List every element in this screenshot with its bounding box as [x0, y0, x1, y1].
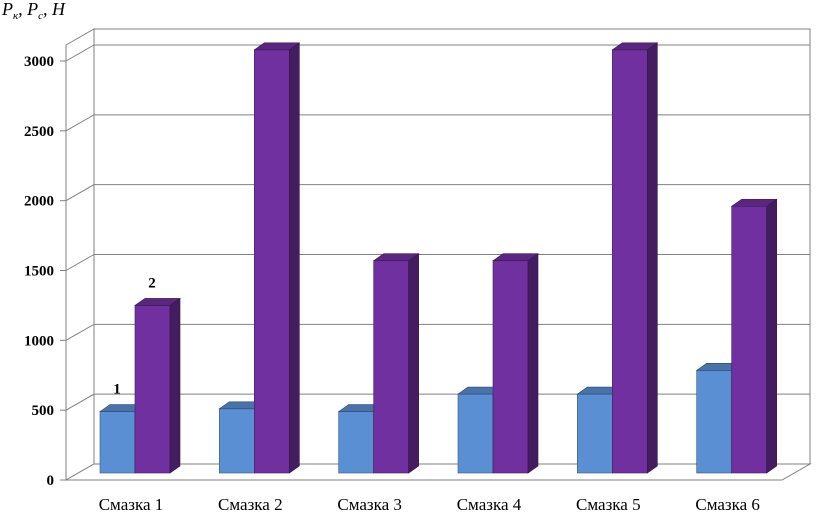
y-tick-labels: 0 500 1000 1500 2000 2500 3000 — [24, 54, 54, 489]
gridline — [65, 114, 810, 132]
x-tick-label: Смазка 6 — [695, 495, 760, 514]
bar-front — [134, 305, 171, 474]
gridlines — [60, 44, 810, 481]
bar-side — [527, 253, 539, 474]
bar-top — [492, 253, 539, 262]
y-tick-label: 0 — [47, 473, 55, 489]
bar-top — [134, 298, 181, 306]
bar-top — [611, 42, 659, 51]
bar-series2-3 — [372, 253, 420, 474]
gridline — [65, 393, 810, 411]
gridline — [65, 184, 810, 202]
series-tag-2: 2 — [148, 275, 156, 291]
x-tick-label: Смазка 1 — [99, 495, 164, 514]
bar-front — [254, 49, 290, 474]
y-tick-label: 1000 — [24, 333, 54, 349]
bar-front — [338, 411, 374, 474]
gridline — [65, 323, 810, 341]
bar-side — [408, 253, 419, 474]
x-tick-label: Смазка 3 — [337, 495, 402, 514]
y-tick-label: 3000 — [24, 54, 54, 70]
bar-front — [612, 49, 648, 474]
gridline — [65, 44, 810, 62]
y-tick-label: 2500 — [24, 124, 54, 140]
bar-front — [457, 393, 494, 474]
gridline — [65, 254, 810, 271]
bar-front — [99, 411, 136, 474]
bar-top — [730, 198, 778, 207]
bar-side — [766, 198, 777, 474]
x-tick-label: Смазка 4 — [457, 495, 522, 514]
bar-top — [253, 42, 301, 51]
bar-series2-6 — [730, 198, 778, 474]
x-tick-label: Смазка 5 — [576, 495, 641, 514]
x-tick-labels: Смазка 1 Смазка 2 Смазка 3 Смазка 4 Смазка 5… — [99, 495, 760, 514]
bar-series2-5 — [611, 42, 659, 474]
bar-front — [577, 393, 613, 474]
bar-series2-1 — [134, 297, 181, 474]
bar-side — [647, 42, 658, 474]
y-axis-title: Pк, Pс, Н — [1, 0, 66, 22]
series-tags: 12 — [113, 275, 156, 397]
bar-front — [696, 370, 732, 474]
bar-front — [492, 260, 529, 474]
bar-series2-4 — [492, 253, 539, 474]
bar-series2-2 — [253, 42, 301, 474]
bar-front — [373, 260, 409, 474]
bar-top — [372, 253, 420, 262]
bar-front — [731, 205, 767, 474]
bar-front — [219, 408, 255, 474]
bar-side — [289, 42, 300, 474]
bar-side — [169, 297, 181, 474]
y-tick-label: 500 — [32, 403, 55, 419]
x-tick-label: Смазка 2 — [218, 495, 283, 514]
bars — [99, 42, 778, 474]
series-tag-1: 1 — [113, 382, 121, 398]
y-tick-label: 2000 — [24, 194, 54, 210]
side-wall — [65, 28, 95, 481]
y-tick-label: 1500 — [24, 264, 54, 280]
